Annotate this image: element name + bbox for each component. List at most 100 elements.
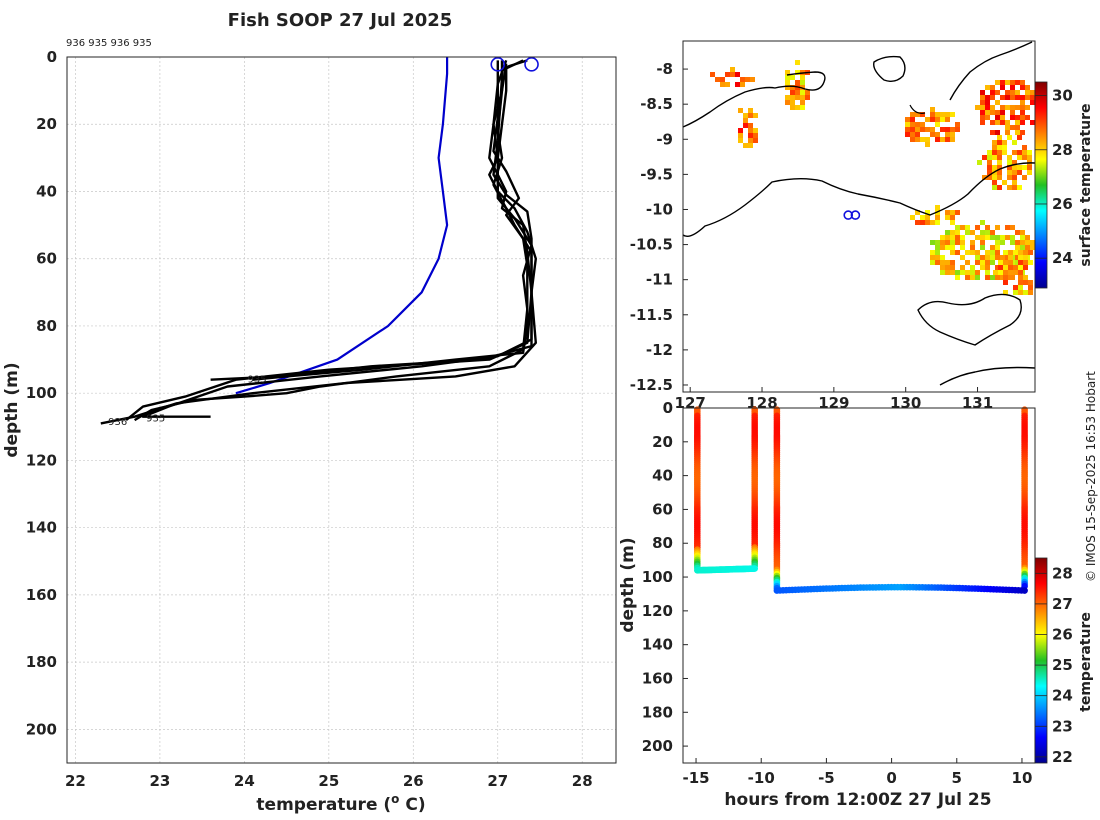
sst-cell	[785, 80, 790, 85]
sst-cell	[985, 95, 990, 100]
profile-y-tick-label: 20	[36, 115, 57, 133]
sst-cell	[745, 77, 750, 82]
sst-cell	[992, 140, 997, 145]
section-x-tick-label: 0	[886, 769, 896, 787]
sst-cell	[785, 95, 790, 100]
section-y-ticks: 0 20 40 60 80 100 120 140 160 180 200	[642, 399, 688, 755]
section-colorbar-tick-label: 25	[1052, 656, 1073, 674]
sst-cell	[1028, 250, 1033, 255]
sst-cell	[800, 80, 805, 85]
sst-cell	[800, 105, 805, 110]
sst-cell	[950, 240, 955, 245]
sst-cell	[743, 123, 748, 128]
sst-cell	[1015, 90, 1020, 95]
sst-cell	[980, 95, 985, 100]
sst-cell	[935, 240, 940, 245]
sst-cell	[1000, 275, 1005, 280]
sst-cell	[970, 240, 975, 245]
sst-cell	[748, 123, 753, 128]
map-x-tick-label: 130	[890, 394, 921, 412]
sst-cell	[985, 275, 990, 280]
sst-cell	[1020, 80, 1025, 85]
sst-cell	[920, 215, 925, 220]
sst-cell	[940, 112, 945, 117]
sst-cell	[990, 120, 995, 125]
sst-cell	[945, 210, 950, 215]
sst-cell	[1005, 95, 1010, 100]
sst-cell	[987, 175, 992, 180]
sst-cell	[1005, 90, 1010, 95]
xbt-profile-line	[252, 59, 529, 381]
sst-cell	[935, 215, 940, 220]
sst-cell	[940, 245, 945, 250]
xbt-profile-line	[133, 60, 533, 422]
profile-x-ticks: 22 23 24 25 26 27 28	[65, 772, 593, 790]
sst-cell	[1005, 130, 1010, 135]
sst-cell	[915, 137, 920, 142]
map-y-tick-label: -9	[656, 130, 673, 148]
sst-cell	[785, 75, 790, 80]
sst-cell	[950, 132, 955, 137]
sst-cell	[980, 220, 985, 225]
sst-cell	[950, 137, 955, 142]
sst-cell	[1012, 185, 1017, 190]
section-marks	[694, 406, 1028, 594]
xbt-profile-line	[125, 59, 533, 422]
sst-cell	[940, 127, 945, 132]
sst-cell	[1008, 260, 1013, 265]
sst-cell	[1020, 130, 1025, 135]
sst-cell	[790, 95, 795, 100]
sst-cell	[1007, 170, 1012, 175]
sst-cell	[975, 255, 980, 260]
sst-cell	[955, 210, 960, 215]
profile-drop-label: 935	[146, 413, 165, 424]
map-y-tick-label: -12	[646, 341, 673, 359]
sst-cell	[960, 270, 965, 275]
profile-start-marker	[524, 57, 539, 72]
sst-cell	[715, 77, 720, 82]
sst-cell	[950, 230, 955, 235]
sst-cell	[985, 85, 990, 90]
section-bottom-point	[751, 565, 758, 572]
sst-cell	[1028, 260, 1033, 265]
sst-cell	[997, 170, 1002, 175]
sst-cell	[930, 255, 935, 260]
sst-cell	[738, 138, 743, 143]
sst-cell	[930, 260, 935, 265]
sst-cell	[1023, 250, 1028, 255]
sst-cell	[945, 245, 950, 250]
sst-cell	[995, 110, 1000, 115]
sst-cell	[930, 107, 935, 112]
xbt-profile-line	[141, 60, 533, 418]
sst-cell	[977, 160, 982, 165]
sst-cell	[998, 270, 1003, 275]
sst-cell	[935, 132, 940, 137]
sst-cell	[750, 77, 755, 82]
sst-cell	[1015, 130, 1020, 135]
sst-cell	[997, 175, 1002, 180]
sst-cell	[1013, 265, 1018, 270]
sst-cell	[795, 70, 800, 75]
sst-cell	[980, 240, 985, 245]
sst-cell	[940, 260, 945, 265]
sst-cell	[940, 117, 945, 122]
sst-cell	[980, 100, 985, 105]
sst-cell	[1010, 105, 1015, 110]
sst-cell	[725, 72, 730, 77]
sst-cell	[992, 180, 997, 185]
sst-cell	[795, 60, 800, 65]
section-y-axis-label: depth (m)	[618, 537, 638, 632]
sst-cell	[955, 127, 960, 132]
sst-cell	[1000, 115, 1005, 120]
sst-cell	[743, 143, 748, 148]
profile-y-tick-label: 140	[26, 519, 57, 537]
sst-cell	[955, 230, 960, 235]
sst-cell	[748, 108, 753, 113]
sst-cell	[945, 132, 950, 137]
sst-cell	[980, 255, 985, 260]
sst-cell	[990, 235, 995, 240]
sst-cell	[950, 270, 955, 275]
sst-cell	[940, 265, 945, 270]
sst-cell	[925, 210, 930, 215]
sst-cell	[980, 245, 985, 250]
